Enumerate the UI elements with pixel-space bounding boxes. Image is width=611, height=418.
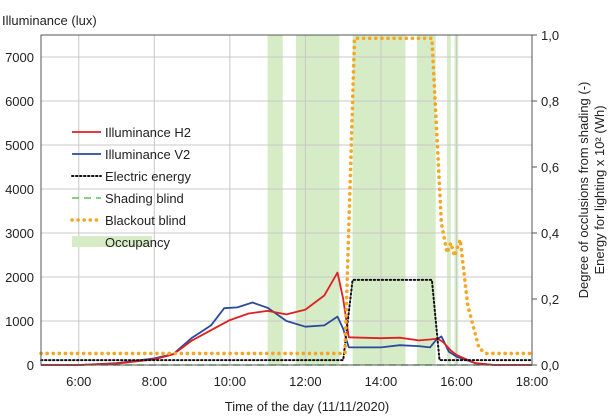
x-tick-label: 10:00	[214, 374, 247, 389]
series-electric-energy	[40, 278, 533, 362]
occupancy-band-3	[416, 35, 436, 365]
y-right-tick-label: 0,0	[541, 358, 559, 373]
x-tick-label: 18:00	[516, 374, 549, 389]
series-blackout-blind	[39, 36, 534, 356]
series-illuminance-h2	[41, 271, 532, 366]
occupancy-layer	[267, 35, 459, 365]
y-right-tick-label: 0,8	[541, 94, 559, 109]
y-right-tick-label: 0,6	[541, 160, 559, 175]
legend-label-blackout-blind: Blackout blind	[105, 213, 186, 228]
grid-layer	[41, 35, 532, 366]
occupancy-band-1	[295, 35, 340, 365]
legend-label-occupancy: Occupancy	[105, 235, 171, 250]
x-tick-label: 14:00	[365, 374, 398, 389]
legend: Illuminance H2 Illuminance V2 Electric ene…	[70, 125, 191, 250]
legend-label-shading-blind: Shading blind	[105, 191, 184, 206]
x-tick-label: 8:00	[142, 374, 167, 389]
y-right-axis-title-2: Energy for lighting x 10² (Wh)	[592, 105, 607, 274]
y-right-tick-label: 0,4	[541, 226, 559, 241]
y-right-tick-label: 1,0	[541, 28, 559, 43]
y-right-tick-label: 0,2	[541, 292, 559, 307]
y-left-axis-title: Illuminance (lux)	[2, 13, 97, 28]
plot-frame	[40, 34, 533, 366]
y-left-tick-label: 6000	[5, 94, 34, 109]
x-tick-label: 6:00	[66, 374, 91, 389]
y-left-tick-label: 3000	[5, 226, 34, 241]
y-right-axis-title-1: Degree of occlusions from shading (-)	[576, 82, 591, 299]
occupancy-band-2	[352, 35, 406, 365]
legend-label-illuminance-v2: Illuminance V2	[105, 147, 190, 162]
legend-label-electric-energy: Electric energy	[105, 169, 191, 184]
x-axis-title: Time of the day (11/11/2020)	[225, 399, 390, 414]
y-left-tick-label: 2000	[5, 270, 34, 285]
y-left-tick-label: 1000	[5, 314, 34, 329]
y-left-tick-label: 0	[27, 358, 34, 373]
y-left-tick-label: 7000	[5, 50, 34, 65]
x-tick-label: 12:00	[289, 374, 322, 389]
occupancy-band-0	[267, 35, 283, 365]
y-left-tick-label: 4000	[5, 182, 34, 197]
axes-layer: 0 1000 2000 3000 4000 5000 6000 7000 6:00 8:00 10:…	[5, 28, 559, 389]
x-tick-label: 16:00	[440, 374, 473, 389]
occupancy-band-4	[447, 35, 451, 365]
legend-swatch-occupancy	[72, 236, 152, 247]
legend-label-illuminance-h2: Illuminance H2	[105, 125, 191, 140]
y-left-tick-label: 5000	[5, 138, 34, 153]
